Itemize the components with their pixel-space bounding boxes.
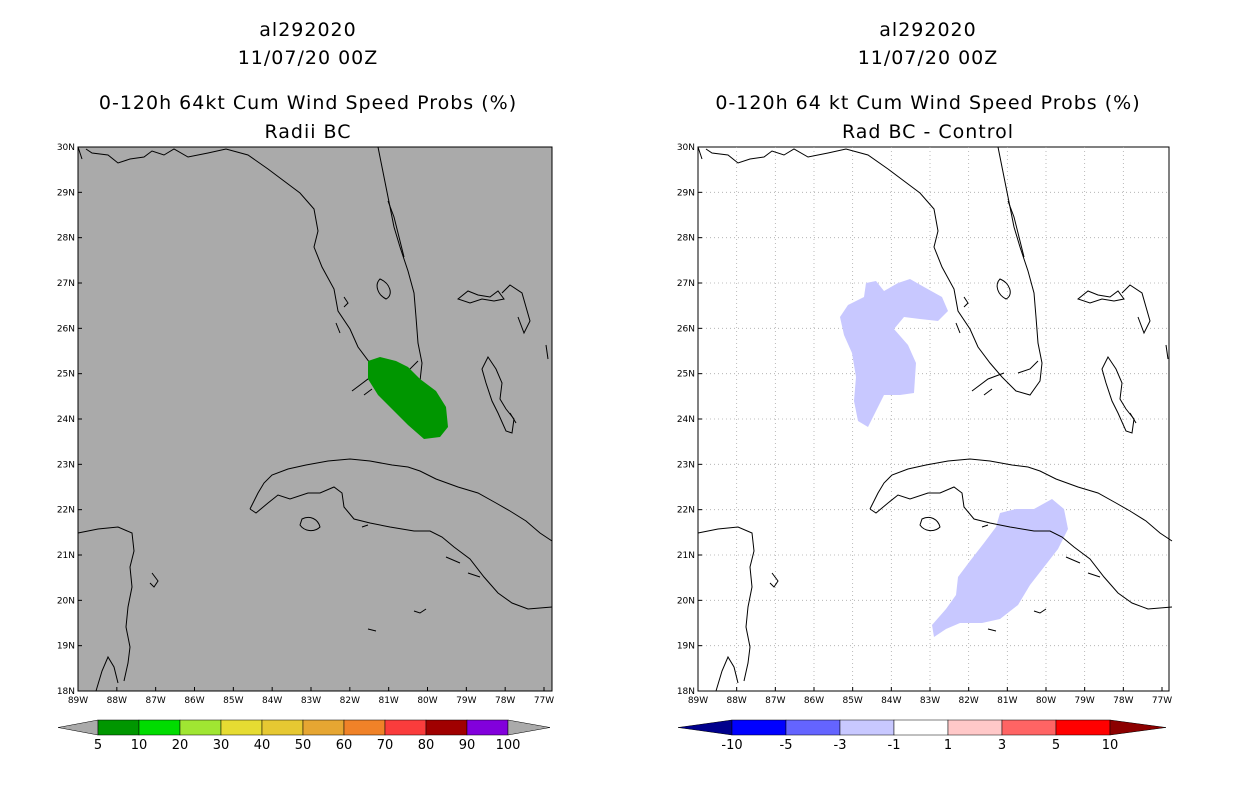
lon-tick-label: 77W — [1152, 696, 1172, 706]
left-title-date: 11/07/20 00Z — [237, 47, 379, 69]
lon-tick-label: 81W — [997, 696, 1017, 706]
legend-label: 80 — [418, 738, 435, 753]
lon-tick-label: 87W — [145, 696, 165, 706]
lat-tick-label: 25N — [57, 370, 75, 380]
lat-tick-label: 21N — [677, 551, 695, 561]
lat-tick-label: 18N — [677, 687, 695, 697]
legend-label: 10 — [1102, 738, 1119, 753]
lon-tick-label: 83W — [301, 696, 321, 706]
lon-tick-label: 77W — [534, 696, 554, 706]
lon-tick-label: 82W — [340, 696, 360, 706]
legend-label: -5 — [780, 738, 793, 753]
legend-label: 100 — [496, 738, 521, 753]
legend-swatch — [731, 719, 787, 736]
lon-tick-label: 82W — [958, 696, 978, 706]
legend-label: 1 — [944, 738, 952, 753]
lat-tick-label: 18N — [57, 687, 75, 697]
lon-tick-label: 83W — [920, 696, 940, 706]
lat-tick-label: 28N — [57, 234, 75, 244]
lon-tick-label: 88W — [107, 696, 127, 706]
lon-tick-label: 89W — [688, 696, 708, 706]
legend-label: -1 — [888, 738, 901, 753]
right-title-subtitle: Rad BC - Control — [841, 121, 1015, 143]
lat-tick-label: 28N — [677, 234, 695, 244]
lon-tick-label: 79W — [456, 696, 476, 706]
legend-swatch — [893, 719, 949, 736]
lat-tick-label: 23N — [57, 460, 75, 470]
legend-swatch — [1001, 719, 1057, 736]
legend-label: 70 — [377, 738, 394, 753]
lon-tick-label: 79W — [1074, 696, 1094, 706]
lat-tick-label: 29N — [677, 188, 695, 198]
lon-tick-label: 86W — [804, 696, 824, 706]
lat-tick-label: 30N — [57, 143, 75, 153]
lat-tick-label: 26N — [57, 324, 75, 334]
legend-label: 60 — [336, 738, 353, 753]
legend-swatch — [839, 719, 895, 736]
legend-label: 90 — [459, 738, 476, 753]
lat-tick-label: 22N — [57, 506, 75, 516]
lat-tick-label: 22N — [677, 506, 695, 516]
lat-tick-label: 30N — [677, 143, 695, 153]
legend-swatch — [785, 719, 841, 736]
lon-tick-label: 84W — [881, 696, 901, 706]
legend-swatch — [1055, 719, 1111, 736]
right-title-storm-id: al292020 — [879, 19, 977, 41]
lon-tick-label: 88W — [726, 696, 746, 706]
lat-tick-label: 23N — [677, 460, 695, 470]
lon-tick-label: 81W — [378, 696, 398, 706]
legend-swatch — [947, 719, 1003, 736]
legend-arrow-left — [677, 719, 733, 736]
lat-tick-label: 25N — [677, 370, 695, 380]
lat-tick-label: 27N — [57, 279, 75, 289]
lat-tick-label: 29N — [57, 188, 75, 198]
left-title-subtitle: Radii BC — [264, 121, 352, 143]
lat-tick-label: 27N — [677, 279, 695, 289]
lon-tick-label: 78W — [495, 696, 515, 706]
legend-label: 20 — [172, 738, 189, 753]
lat-tick-label: 26N — [677, 324, 695, 334]
legend-label: 5 — [1052, 738, 1060, 753]
lat-tick-label: 20N — [57, 596, 75, 606]
lon-tick-label: 85W — [842, 696, 862, 706]
lon-tick-label: 87W — [765, 696, 785, 706]
legend-label: 3 — [998, 738, 1006, 753]
legend-arrow-right — [1109, 719, 1167, 736]
right-title-date: 11/07/20 00Z — [857, 47, 999, 69]
legend-label: 30 — [213, 738, 230, 753]
legend-label: 50 — [295, 738, 312, 753]
lon-tick-label: 80W — [417, 696, 437, 706]
left-title-product: 0-120h 64kt Cum Wind Speed Probs (%) — [98, 92, 518, 114]
lon-tick-label: 89W — [68, 696, 88, 706]
legend-label: -3 — [834, 738, 847, 753]
legend-label: 5 — [94, 738, 102, 753]
right-title-product: 0-120h 64 kt Cum Wind Speed Probs (%) — [715, 92, 1141, 114]
lon-tick-label: 85W — [223, 696, 243, 706]
legend-label: 10 — [131, 738, 148, 753]
legend-label: 40 — [254, 738, 271, 753]
lat-tick-label: 21N — [57, 551, 75, 561]
lon-tick-label: 86W — [184, 696, 204, 706]
lat-tick-label: 20N — [677, 596, 695, 606]
lat-tick-label: 24N — [677, 415, 695, 425]
legend-label: -10 — [721, 738, 742, 753]
left-title-storm-id: al292020 — [259, 19, 357, 41]
lon-tick-label: 84W — [262, 696, 282, 706]
lon-tick-label: 78W — [1113, 696, 1133, 706]
lon-tick-label: 80W — [1036, 696, 1056, 706]
legend-arrow-right — [507, 719, 551, 736]
lat-tick-label: 19N — [57, 642, 75, 652]
lat-tick-label: 24N — [57, 415, 75, 425]
lat-tick-label: 19N — [677, 642, 695, 652]
